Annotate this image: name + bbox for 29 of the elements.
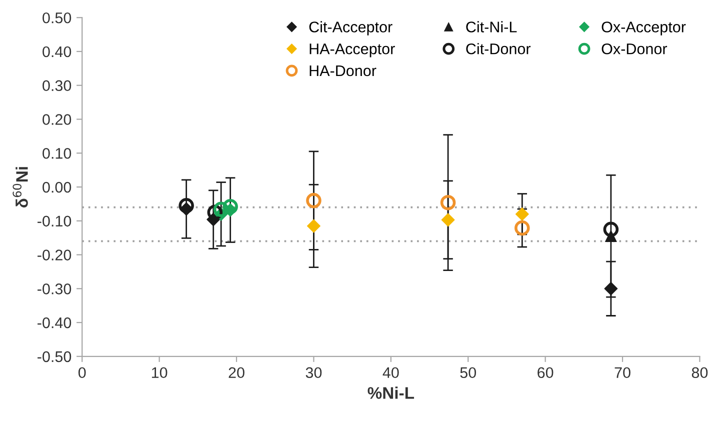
- x-tick-label: 20: [228, 367, 244, 378]
- y-tick-label: 0.50: [42, 12, 72, 24]
- legend-label: Cit-Donor: [466, 43, 531, 54]
- legend-label: Cit-Ni-L: [466, 21, 517, 32]
- legend-label: Ox-Acceptor: [602, 22, 686, 36]
- y-tick-label: -0.10: [38, 216, 72, 227]
- x-tick-label: 30: [306, 367, 322, 378]
- x-tick-label: 80: [692, 367, 708, 378]
- y-tick-label: -0.50: [38, 351, 72, 362]
- x-tick-label: 0: [78, 367, 86, 378]
- y-tick-label: -0.30: [38, 284, 72, 294]
- x-axis-title: %Ni-L: [368, 386, 414, 399]
- y-tick-label: -0.40: [38, 317, 72, 328]
- x-tick-label: 40: [382, 367, 399, 378]
- y-tick-label: -0.20: [38, 250, 72, 260]
- y-tick-label: 0.30: [42, 80, 72, 92]
- x-tick-label: 60: [538, 367, 554, 378]
- x-tick-label: 70: [614, 367, 630, 378]
- y-axis-title: δ$^{60}$Ni: [12, 167, 28, 208]
- x-tick-label: 50: [460, 367, 476, 378]
- legend-label: HA-Acceptor: [310, 44, 395, 58]
- legend-label: Cit-Acceptor: [309, 21, 392, 36]
- legend-label: Ox-Donor: [602, 43, 668, 54]
- y-tick-label: 0.40: [42, 46, 72, 58]
- y-tick-label: 0.20: [42, 114, 72, 125]
- y-tick-label: 0.10: [42, 148, 72, 159]
- legend-label: HA-Donor: [310, 66, 376, 76]
- x-tick-label: 10: [152, 367, 168, 378]
- y-tick-label: 0.00: [42, 182, 72, 193]
